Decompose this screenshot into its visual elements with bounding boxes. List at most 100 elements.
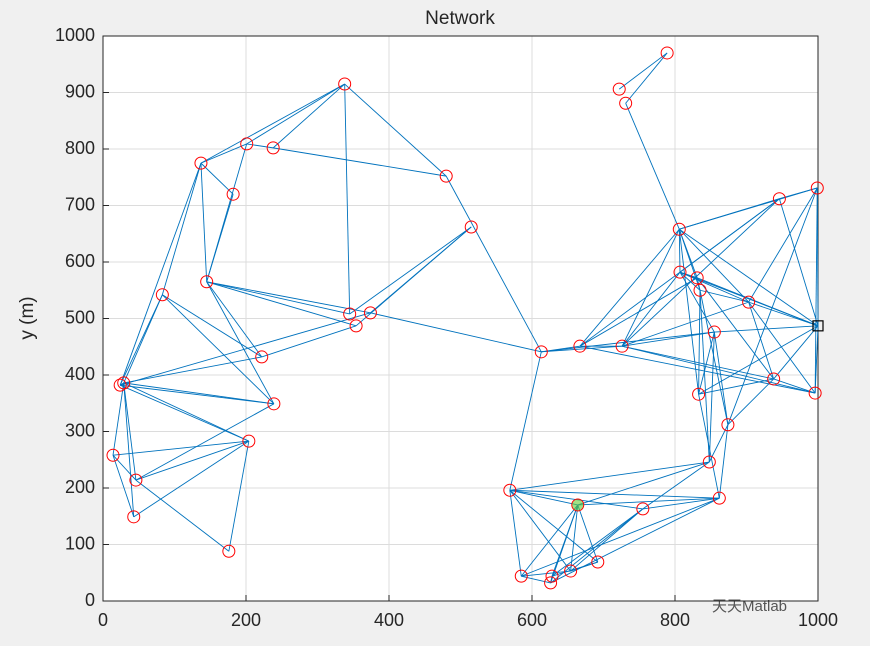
node bbox=[660, 46, 674, 60]
node bbox=[267, 397, 281, 411]
edge bbox=[206, 194, 234, 282]
node bbox=[363, 306, 377, 320]
edge bbox=[678, 229, 700, 395]
node bbox=[106, 448, 120, 462]
node bbox=[113, 378, 127, 392]
edge bbox=[509, 489, 720, 499]
edge bbox=[162, 294, 262, 358]
edge bbox=[678, 229, 681, 273]
edge bbox=[200, 83, 345, 164]
edge bbox=[521, 497, 720, 577]
edge bbox=[625, 103, 680, 230]
node bbox=[808, 386, 822, 400]
edge bbox=[570, 504, 579, 572]
node bbox=[564, 564, 578, 578]
edge bbox=[577, 461, 710, 506]
edge bbox=[773, 325, 819, 380]
node bbox=[702, 455, 716, 469]
edge bbox=[521, 570, 571, 577]
node bbox=[712, 491, 726, 505]
node bbox=[544, 576, 558, 590]
node bbox=[573, 339, 587, 353]
edge bbox=[621, 345, 774, 380]
node bbox=[200, 275, 214, 289]
node bbox=[742, 295, 756, 309]
edge bbox=[727, 378, 774, 426]
node bbox=[534, 345, 548, 359]
x-tick-label: 600 bbox=[517, 610, 547, 630]
edge bbox=[349, 226, 472, 315]
edge bbox=[541, 345, 623, 353]
edge bbox=[708, 332, 715, 463]
edge bbox=[123, 382, 135, 517]
edge bbox=[713, 331, 729, 425]
edge bbox=[698, 290, 701, 395]
edge bbox=[699, 290, 710, 463]
edge bbox=[622, 331, 715, 347]
edge bbox=[678, 229, 701, 291]
node bbox=[129, 473, 143, 487]
edge bbox=[748, 301, 816, 394]
edge bbox=[577, 504, 599, 563]
edge bbox=[814, 325, 819, 394]
y-tick-label: 0 bbox=[85, 590, 95, 610]
y-tick-label: 700 bbox=[65, 194, 95, 214]
edge bbox=[272, 83, 345, 149]
edge bbox=[120, 384, 274, 405]
edge bbox=[112, 455, 135, 517]
edge bbox=[621, 301, 749, 347]
edge bbox=[123, 382, 137, 481]
edge bbox=[509, 489, 571, 572]
node bbox=[222, 544, 236, 558]
x-tick-label: 200 bbox=[231, 610, 261, 630]
y-tick-label: 400 bbox=[65, 364, 95, 384]
edge bbox=[206, 281, 263, 358]
edge bbox=[696, 277, 819, 327]
node bbox=[117, 376, 131, 390]
edge bbox=[621, 271, 681, 347]
edge bbox=[698, 325, 819, 395]
edge bbox=[370, 312, 542, 353]
y-tick-label: 100 bbox=[65, 533, 95, 553]
y-tick-label: 500 bbox=[65, 307, 95, 327]
edge bbox=[698, 378, 774, 395]
y-axis-label: y (m) bbox=[17, 296, 38, 339]
node bbox=[545, 569, 559, 583]
node bbox=[772, 192, 786, 206]
edge bbox=[714, 325, 819, 333]
node bbox=[810, 181, 824, 195]
edge bbox=[618, 52, 668, 90]
edge bbox=[699, 289, 749, 303]
y-tick-label: 900 bbox=[65, 81, 95, 101]
edge bbox=[727, 187, 818, 425]
edge bbox=[119, 162, 202, 386]
edge bbox=[206, 281, 350, 315]
node bbox=[266, 141, 280, 155]
edge bbox=[698, 331, 715, 395]
node bbox=[636, 502, 650, 516]
edge bbox=[579, 345, 816, 394]
edge bbox=[699, 290, 729, 425]
edge bbox=[748, 301, 819, 327]
edge bbox=[370, 226, 472, 314]
edge bbox=[135, 403, 275, 481]
edge bbox=[123, 356, 262, 384]
edge bbox=[621, 345, 816, 394]
edge bbox=[718, 424, 729, 499]
node bbox=[255, 350, 269, 364]
edge bbox=[748, 301, 775, 380]
edge bbox=[551, 504, 579, 577]
node bbox=[503, 483, 517, 497]
edge bbox=[509, 351, 542, 491]
edge bbox=[779, 187, 818, 200]
node bbox=[612, 82, 626, 96]
edge bbox=[551, 508, 644, 577]
edge bbox=[445, 175, 542, 353]
edge bbox=[570, 508, 644, 572]
edge bbox=[698, 394, 720, 499]
edge bbox=[200, 162, 234, 195]
watermark: 天天Matlab bbox=[712, 598, 787, 615]
edge bbox=[550, 508, 644, 584]
node bbox=[439, 169, 453, 183]
